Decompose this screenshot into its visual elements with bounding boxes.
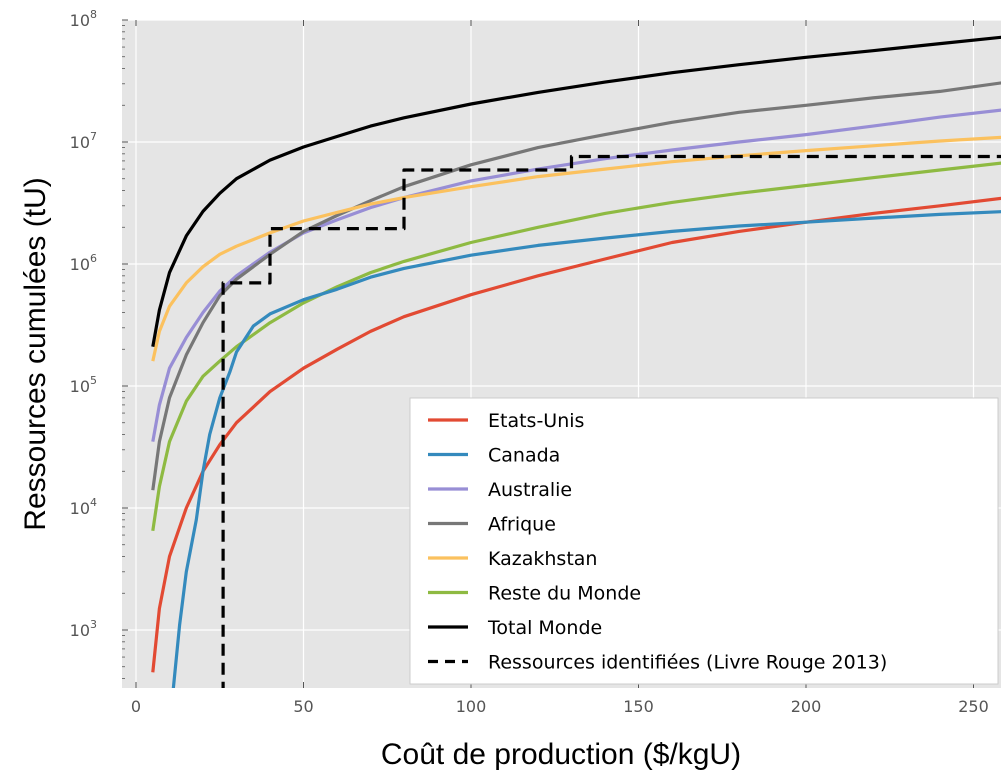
legend: Etats-Unis Canada Australie Afrique Kazakhst… (409, 397, 999, 685)
legend-label: Etats-Unis (488, 410, 584, 432)
series-line-2 (151, 108, 1001, 442)
x-tick-label: 50 (293, 697, 313, 716)
legend-label: Ressources identifiées (Livre Rouge 2013… (488, 652, 887, 674)
y-tick-exponent: 8 (90, 8, 97, 21)
y-tick-label: 103 (70, 618, 97, 640)
x-tick-label: 100 (456, 697, 487, 716)
y-tick-exponent: 5 (90, 374, 97, 387)
y-tick-exponent: 7 (90, 130, 97, 143)
legend-label: Kazakhstan (488, 548, 597, 570)
y-tick-exponent: 4 (90, 496, 97, 509)
series-line-1 (171, 210, 1001, 688)
y-tick-label: 106 (70, 252, 97, 274)
x-axis-title: Coût de production ($/kgU) (381, 738, 741, 771)
x-tick-label: 150 (623, 697, 654, 716)
y-tick-base: 10 (70, 499, 90, 518)
legend-label: Canada (488, 445, 560, 467)
series-line-0 (151, 196, 1001, 673)
y-tick-exponent: 6 (90, 252, 97, 265)
x-tick-label: 250 (958, 697, 989, 716)
legend-label: Reste du Monde (488, 583, 641, 605)
y-tick-base: 10 (70, 11, 90, 30)
series-line-7 (221, 154, 1001, 688)
legend-box (409, 397, 999, 685)
legend-label: Australie (488, 479, 572, 501)
series-line-6 (151, 35, 1001, 347)
y-tick-label: 107 (70, 130, 97, 152)
y-tick-base: 10 (70, 255, 90, 274)
y-tick-label: 108 (70, 8, 97, 30)
y-tick-label: 104 (70, 496, 97, 518)
series-line-3 (151, 81, 1001, 491)
legend-label: Afrique (488, 514, 556, 536)
series-line-4 (151, 135, 1001, 362)
y-tick-base: 10 (70, 133, 90, 152)
y-tick-exponent: 3 (90, 618, 97, 631)
y-tick-label: 105 (70, 374, 97, 396)
x-tick-label: 200 (791, 697, 822, 716)
series-layer (151, 35, 1001, 688)
y-axis-title: Ressources cumulées (tU) (19, 177, 52, 530)
series-line-5 (151, 161, 1001, 532)
legend-label: Total Monde (487, 617, 602, 639)
y-tick-base: 10 (70, 377, 90, 396)
y-tick-base: 10 (70, 621, 90, 640)
x-tick-label: 0 (131, 697, 141, 716)
